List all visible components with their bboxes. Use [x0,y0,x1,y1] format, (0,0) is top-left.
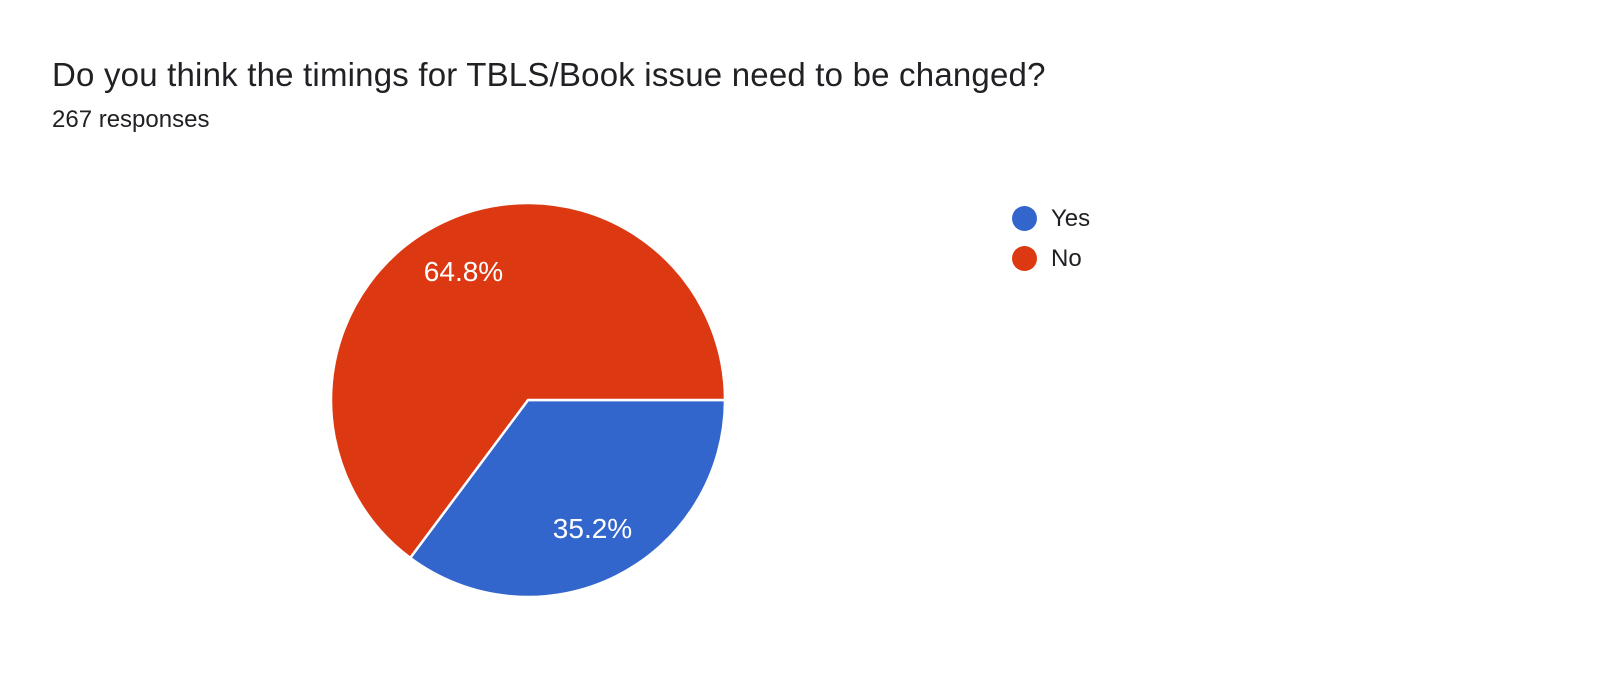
legend-label-no: No [1051,245,1082,272]
legend-label-yes: Yes [1051,205,1091,232]
pie-slice-no[interactable] [329,201,727,560]
pie-slice-label-yes: 35.2% [553,513,632,544]
response-count: 267 responses [52,106,210,133]
pie-slice-label-no: 64.8% [424,256,503,287]
chart-legend: Yes No [1012,206,1090,271]
legend-item-no: No [1012,246,1090,271]
pie-chart-svg: 35.2% 64.8% [329,201,727,599]
pie-slice-yes[interactable] [408,398,727,599]
legend-swatch-no-icon [1012,246,1037,271]
question-title: Do you think the timings for TBLS/Book i… [52,56,1046,93]
legend-item-yes: Yes [1012,206,1090,231]
legend-swatch-yes-icon [1012,206,1037,231]
